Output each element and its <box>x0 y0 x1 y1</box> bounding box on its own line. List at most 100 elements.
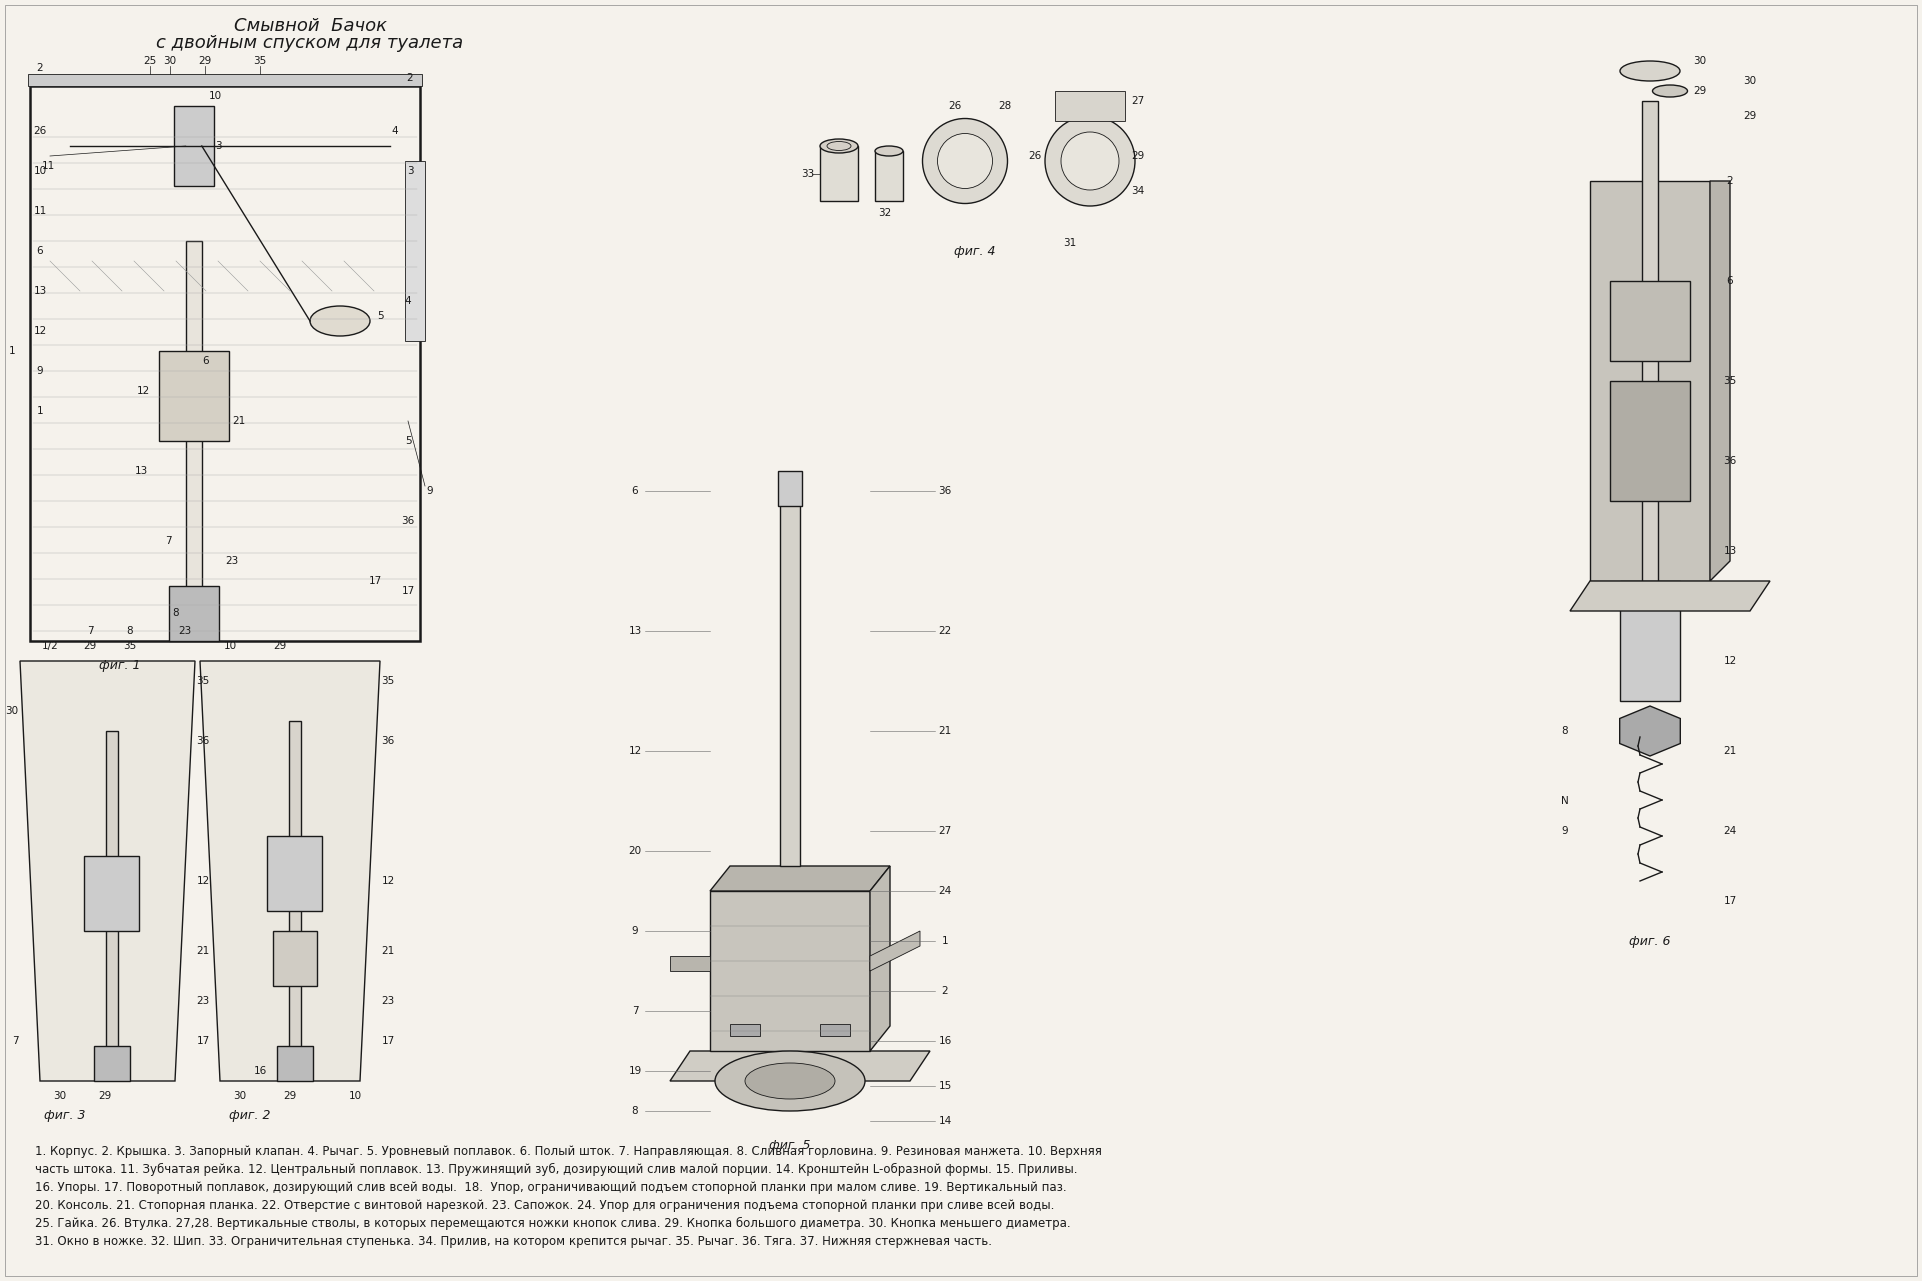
Text: 36: 36 <box>196 737 209 746</box>
Polygon shape <box>1620 706 1680 756</box>
Text: 21: 21 <box>1724 746 1737 756</box>
Text: 17: 17 <box>381 1036 394 1047</box>
Text: 36: 36 <box>381 737 394 746</box>
Text: 1: 1 <box>10 346 15 356</box>
Text: 35: 35 <box>123 640 136 651</box>
Polygon shape <box>871 866 890 1050</box>
Text: 12: 12 <box>196 876 209 886</box>
Text: 27: 27 <box>1132 96 1146 106</box>
Text: 8: 8 <box>127 626 133 635</box>
Bar <box>277 1047 313 1081</box>
Text: 23: 23 <box>196 997 209 1006</box>
Text: 29: 29 <box>83 640 96 651</box>
Bar <box>875 151 903 201</box>
Bar <box>1055 91 1124 120</box>
Text: 24: 24 <box>938 886 951 895</box>
Bar <box>778 471 801 506</box>
Text: 29: 29 <box>273 640 286 651</box>
Text: 30: 30 <box>6 706 19 716</box>
Text: 1: 1 <box>37 406 44 416</box>
Bar <box>85 856 138 931</box>
Text: 25: 25 <box>144 56 156 67</box>
Bar <box>94 1047 131 1081</box>
Bar <box>730 1024 759 1036</box>
Text: 12: 12 <box>136 386 150 396</box>
Text: 13: 13 <box>33 286 46 296</box>
Text: 23: 23 <box>225 556 238 566</box>
Text: 10: 10 <box>223 640 236 651</box>
Text: 17: 17 <box>196 1036 209 1047</box>
Text: 5: 5 <box>406 436 411 446</box>
Text: 32: 32 <box>878 208 892 218</box>
Text: 25. Гайка. 26. Втулка. 27,28. Вертикальные стволы, в которых перемещаются ножки : 25. Гайка. 26. Втулка. 27,28. Вертикальн… <box>35 1217 1071 1230</box>
Text: 9: 9 <box>37 366 44 377</box>
Text: фиг. 4: фиг. 4 <box>953 245 996 257</box>
Bar <box>1611 380 1689 501</box>
Text: 10: 10 <box>209 91 223 101</box>
Text: 16: 16 <box>938 1036 951 1047</box>
Text: 30: 30 <box>233 1091 246 1100</box>
Bar <box>1620 582 1680 701</box>
Text: 4: 4 <box>392 126 398 136</box>
Text: фиг. 2: фиг. 2 <box>229 1109 271 1122</box>
Text: 22: 22 <box>938 626 951 635</box>
Polygon shape <box>1711 181 1730 582</box>
Text: 35: 35 <box>254 56 267 67</box>
Bar <box>267 836 323 911</box>
Text: 2: 2 <box>1726 175 1734 186</box>
Text: 8: 8 <box>173 608 179 617</box>
Text: фиг. 3: фиг. 3 <box>44 1109 86 1122</box>
Ellipse shape <box>1620 61 1680 81</box>
Ellipse shape <box>1653 85 1688 97</box>
Text: 20: 20 <box>628 845 642 856</box>
Text: 6: 6 <box>37 246 44 256</box>
Text: 12: 12 <box>33 325 46 336</box>
Text: 16. Упоры. 17. Поворотный поплавок, дозирующий слив всей воды.  18.  Упор, огран: 16. Упоры. 17. Поворотный поплавок, дози… <box>35 1181 1067 1194</box>
Text: 1/2: 1/2 <box>42 640 58 651</box>
Text: 7: 7 <box>12 1036 19 1047</box>
Text: 29: 29 <box>98 1091 111 1100</box>
Polygon shape <box>671 1050 930 1081</box>
Text: 12: 12 <box>1724 656 1737 666</box>
Text: 16: 16 <box>254 1066 267 1076</box>
Text: 9: 9 <box>632 926 638 936</box>
Text: 24: 24 <box>1724 826 1737 836</box>
Text: 9: 9 <box>427 485 432 496</box>
Text: 31: 31 <box>1063 238 1076 249</box>
Text: 8: 8 <box>632 1106 638 1116</box>
Text: 9: 9 <box>1563 826 1568 836</box>
Text: 12: 12 <box>628 746 642 756</box>
Text: 2: 2 <box>942 986 948 997</box>
Text: 21: 21 <box>233 416 246 427</box>
Text: 11: 11 <box>33 206 46 216</box>
Ellipse shape <box>938 133 992 188</box>
Text: 23: 23 <box>381 997 394 1006</box>
Polygon shape <box>871 931 921 971</box>
Ellipse shape <box>715 1050 865 1111</box>
Text: 13: 13 <box>135 466 148 477</box>
Text: 17: 17 <box>1724 895 1737 906</box>
Ellipse shape <box>746 1063 834 1099</box>
Ellipse shape <box>875 146 903 156</box>
Text: 13: 13 <box>628 626 642 635</box>
Bar <box>169 585 219 640</box>
Text: 26: 26 <box>33 126 46 136</box>
Bar <box>31 86 421 640</box>
Text: 30: 30 <box>1743 76 1757 86</box>
Bar <box>1589 181 1711 582</box>
Bar <box>709 892 871 1050</box>
Text: 36: 36 <box>938 485 951 496</box>
Ellipse shape <box>923 119 1007 204</box>
Text: 19: 19 <box>628 1066 642 1076</box>
Text: 35: 35 <box>196 676 209 687</box>
Bar <box>780 496 800 866</box>
Ellipse shape <box>821 140 857 152</box>
Polygon shape <box>19 661 194 1081</box>
Bar <box>406 161 425 341</box>
Bar <box>821 1024 850 1036</box>
Text: 29: 29 <box>1132 151 1146 161</box>
Bar <box>821 146 857 201</box>
Text: N: N <box>1561 796 1568 806</box>
Text: 7: 7 <box>165 535 173 546</box>
Text: 7: 7 <box>86 626 94 635</box>
